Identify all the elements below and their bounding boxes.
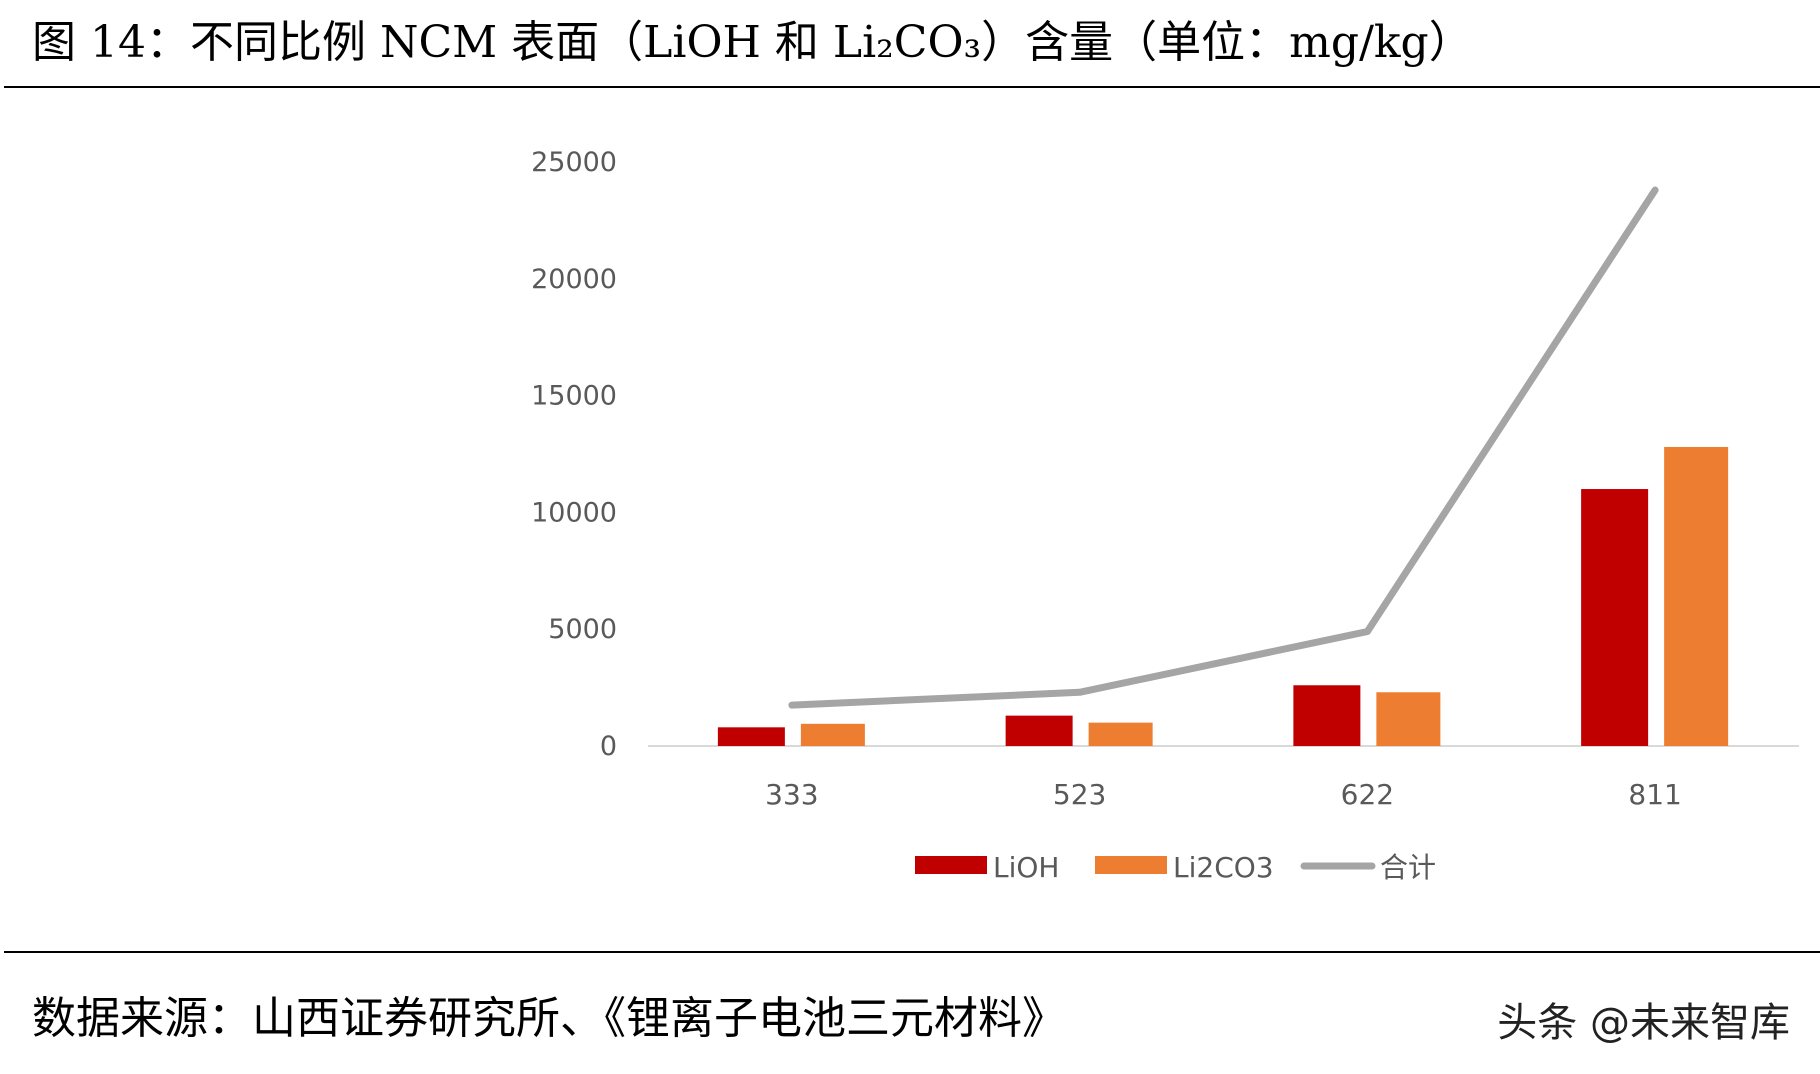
legend-swatch-lioh (915, 856, 987, 874)
line-total (788, 186, 1659, 709)
x-tick-label: 811 (1628, 778, 1681, 811)
legend-label: LiOH (993, 851, 1059, 884)
legend-label: Li2CO3 (1173, 851, 1274, 884)
bar-li2co3-523 (1088, 722, 1153, 746)
x-tick-label: 622 (1341, 778, 1394, 811)
bar-lioh-622 (1293, 685, 1361, 746)
top-rule (4, 86, 1820, 88)
bar-li2co3-811 (1664, 446, 1729, 746)
legend-swatch-li2co3 (1095, 856, 1167, 874)
bottom-rule (4, 951, 1820, 953)
y-tick-label: 5000 (548, 614, 617, 645)
y-tick-label: 20000 (531, 264, 617, 295)
legend-label: 合计 (1380, 851, 1436, 884)
bar-lioh-523 (1005, 715, 1073, 746)
source-note: 数据来源：山西证券研究所、《锂离子电池三元材料》 (32, 993, 1066, 1044)
bar-lioh-333 (717, 727, 785, 746)
y-tick-label: 25000 (531, 147, 617, 178)
bar-li2co3-333 (800, 723, 865, 746)
y-tick-label: 15000 (531, 381, 617, 412)
y-tick-label: 0 (600, 731, 617, 762)
y-tick-label: 10000 (531, 497, 617, 528)
bar-li2co3-622 (1376, 692, 1441, 746)
watermark: 头条 @未来智库 (1497, 1000, 1790, 1046)
x-tick-label: 523 (1053, 778, 1106, 811)
bar-lioh-811 (1581, 489, 1649, 746)
x-tick-label: 333 (765, 778, 818, 811)
figure-title: 图 14：不同比例 NCM 表面（LiOH 和 Li₂CO₃）含量（单位：mg/… (32, 17, 1473, 68)
